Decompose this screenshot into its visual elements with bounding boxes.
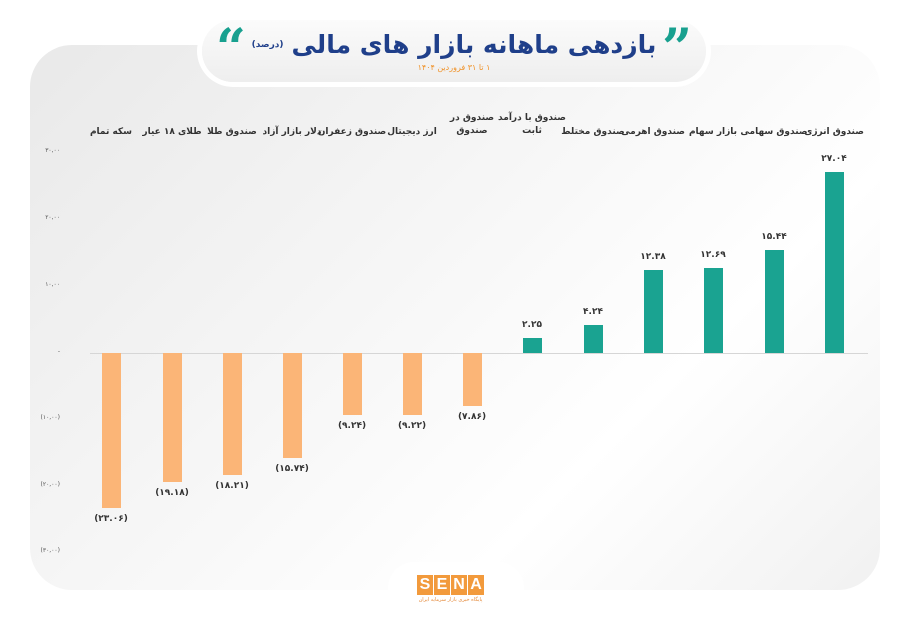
logo-letter: N — [451, 575, 467, 595]
sena-logo: S E N A پایگاه خبری بازار سرمایه ایران — [417, 575, 484, 603]
chart-title: بازدهی ماهانه بازار های مالی — [291, 30, 657, 59]
bar-value-label: ۱۵.۴۴ — [761, 231, 787, 242]
category-label: سکه تمام — [89, 127, 133, 137]
y-tick-label: (۱۰,۰۰) — [40, 414, 60, 421]
category-label: صندوق انرژی — [804, 127, 864, 137]
y-tick-label: ۱۰,۰۰ — [45, 281, 60, 288]
quote-marks-icon: “ — [216, 18, 246, 79]
bar-value-label: (۹.۲۴) — [337, 420, 367, 431]
y-tick-label: - — [57, 348, 60, 355]
category-label: صندوق اهرمی — [621, 127, 685, 137]
category-label: دلار بازار آزاد — [262, 127, 322, 137]
y-tick-label: ۳۰,۰۰ — [45, 147, 60, 154]
category-label: طلای ۱۸ عیار — [142, 127, 202, 137]
bar — [704, 267, 723, 353]
bar-value-label: (۱۸.۲۱) — [215, 481, 249, 491]
logo-tab — [388, 562, 524, 632]
title-banner: ” “ بازدهی ماهانه بازار های مالی (درصد) … — [202, 20, 706, 82]
y-tick-label: ۲۰,۰۰ — [45, 214, 60, 221]
category-label: صندوق طلا — [207, 127, 257, 137]
chart-card — [30, 45, 880, 590]
chart-subtitle: ۱ تا ۳۱ فروردین ۱۴۰۴ — [417, 63, 491, 72]
category-label: صندوق مختلط — [561, 127, 625, 137]
bar-value-label: (۱۵.۷۴) — [275, 464, 309, 475]
category-label: صندوق زعفران — [317, 127, 387, 137]
category-label: صندوق سهامی — [740, 127, 808, 137]
bar-value-label: (۷.۸۶) — [457, 411, 487, 422]
bar — [343, 353, 362, 415]
bar-value-label: ۱۲.۶۹ — [700, 249, 726, 260]
bar — [403, 353, 422, 415]
bar-value-label: ۲.۲۵ — [522, 319, 542, 330]
logo-letter: S — [417, 575, 433, 595]
bar-value-label: ۲۷.۰۴ — [821, 153, 847, 164]
category-label: ارز دیجیتال — [387, 127, 437, 137]
bar-value-label: (۲۳.۰۶) — [94, 513, 128, 524]
category-label: بازار سهام — [688, 127, 738, 137]
bar — [825, 171, 844, 353]
bar — [463, 353, 482, 406]
bar — [584, 324, 603, 353]
y-tick-label: (۲۰,۰۰) — [40, 481, 60, 488]
logo-letter: A — [468, 575, 484, 595]
bar-value-label: (۱۹.۱۸) — [155, 487, 189, 498]
category-label: صندوق در صندوق — [449, 113, 495, 136]
bar — [163, 353, 182, 482]
bar — [102, 353, 121, 508]
bar — [765, 249, 784, 353]
category-label: صندوق با درآمد ثابت — [498, 113, 566, 136]
bar — [283, 353, 302, 459]
chart-unit: (درصد) — [251, 40, 284, 50]
bar — [523, 337, 542, 353]
bar — [644, 270, 663, 353]
bar-value-label: ۴.۲۴ — [583, 306, 603, 317]
y-tick-label: (۳۰,۰۰) — [40, 547, 60, 554]
bar-value-label: ۱۲.۳۸ — [640, 252, 666, 263]
bar — [223, 353, 242, 475]
logo-tagline: پایگاه خبری بازار سرمایه ایران — [418, 597, 483, 603]
quote-marks-icon: ” — [662, 18, 692, 79]
logo-letter: E — [434, 575, 450, 595]
bar-value-label: (۹.۲۲) — [397, 420, 427, 431]
